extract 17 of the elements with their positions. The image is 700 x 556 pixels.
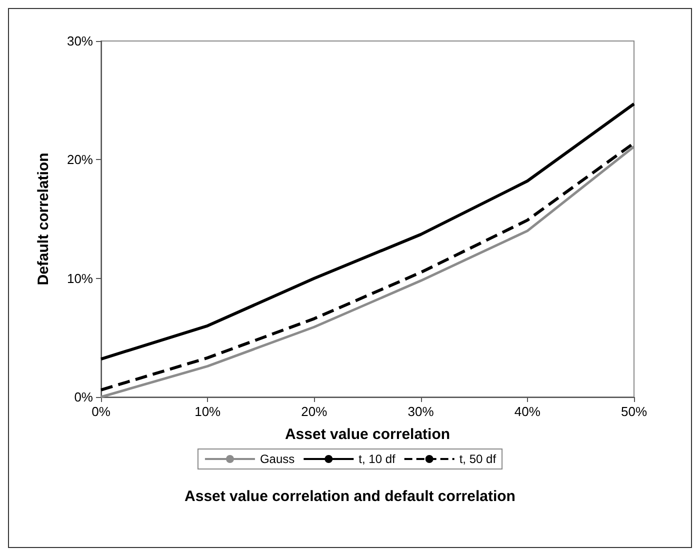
y-axis-title: Default correlation	[35, 152, 52, 286]
y-tick-label: 0%	[74, 390, 94, 404]
x-tick-label: 0%	[92, 404, 111, 419]
y-tick-label: 30%	[66, 34, 94, 48]
x-tick-label: 50%	[620, 404, 648, 419]
x-tick-label: 10%	[194, 404, 222, 419]
line-series	[100, 102, 636, 361]
y-tick-label: 10%	[66, 270, 94, 286]
x-tick-label: 20%	[301, 404, 328, 419]
x-tick-label: 30%	[408, 404, 434, 419]
legend-label: t, 10 df	[358, 452, 396, 466]
text: Asset value correlation and default correlation	[184, 488, 516, 505]
legend-label: t, 50 df	[459, 452, 497, 466]
x-axis-title: Asset value correlation	[284, 426, 450, 443]
x-tick-label: 40%	[514, 404, 541, 419]
legend-label: Gauss	[260, 452, 295, 466]
y-tick-label: 20%	[66, 152, 94, 168]
